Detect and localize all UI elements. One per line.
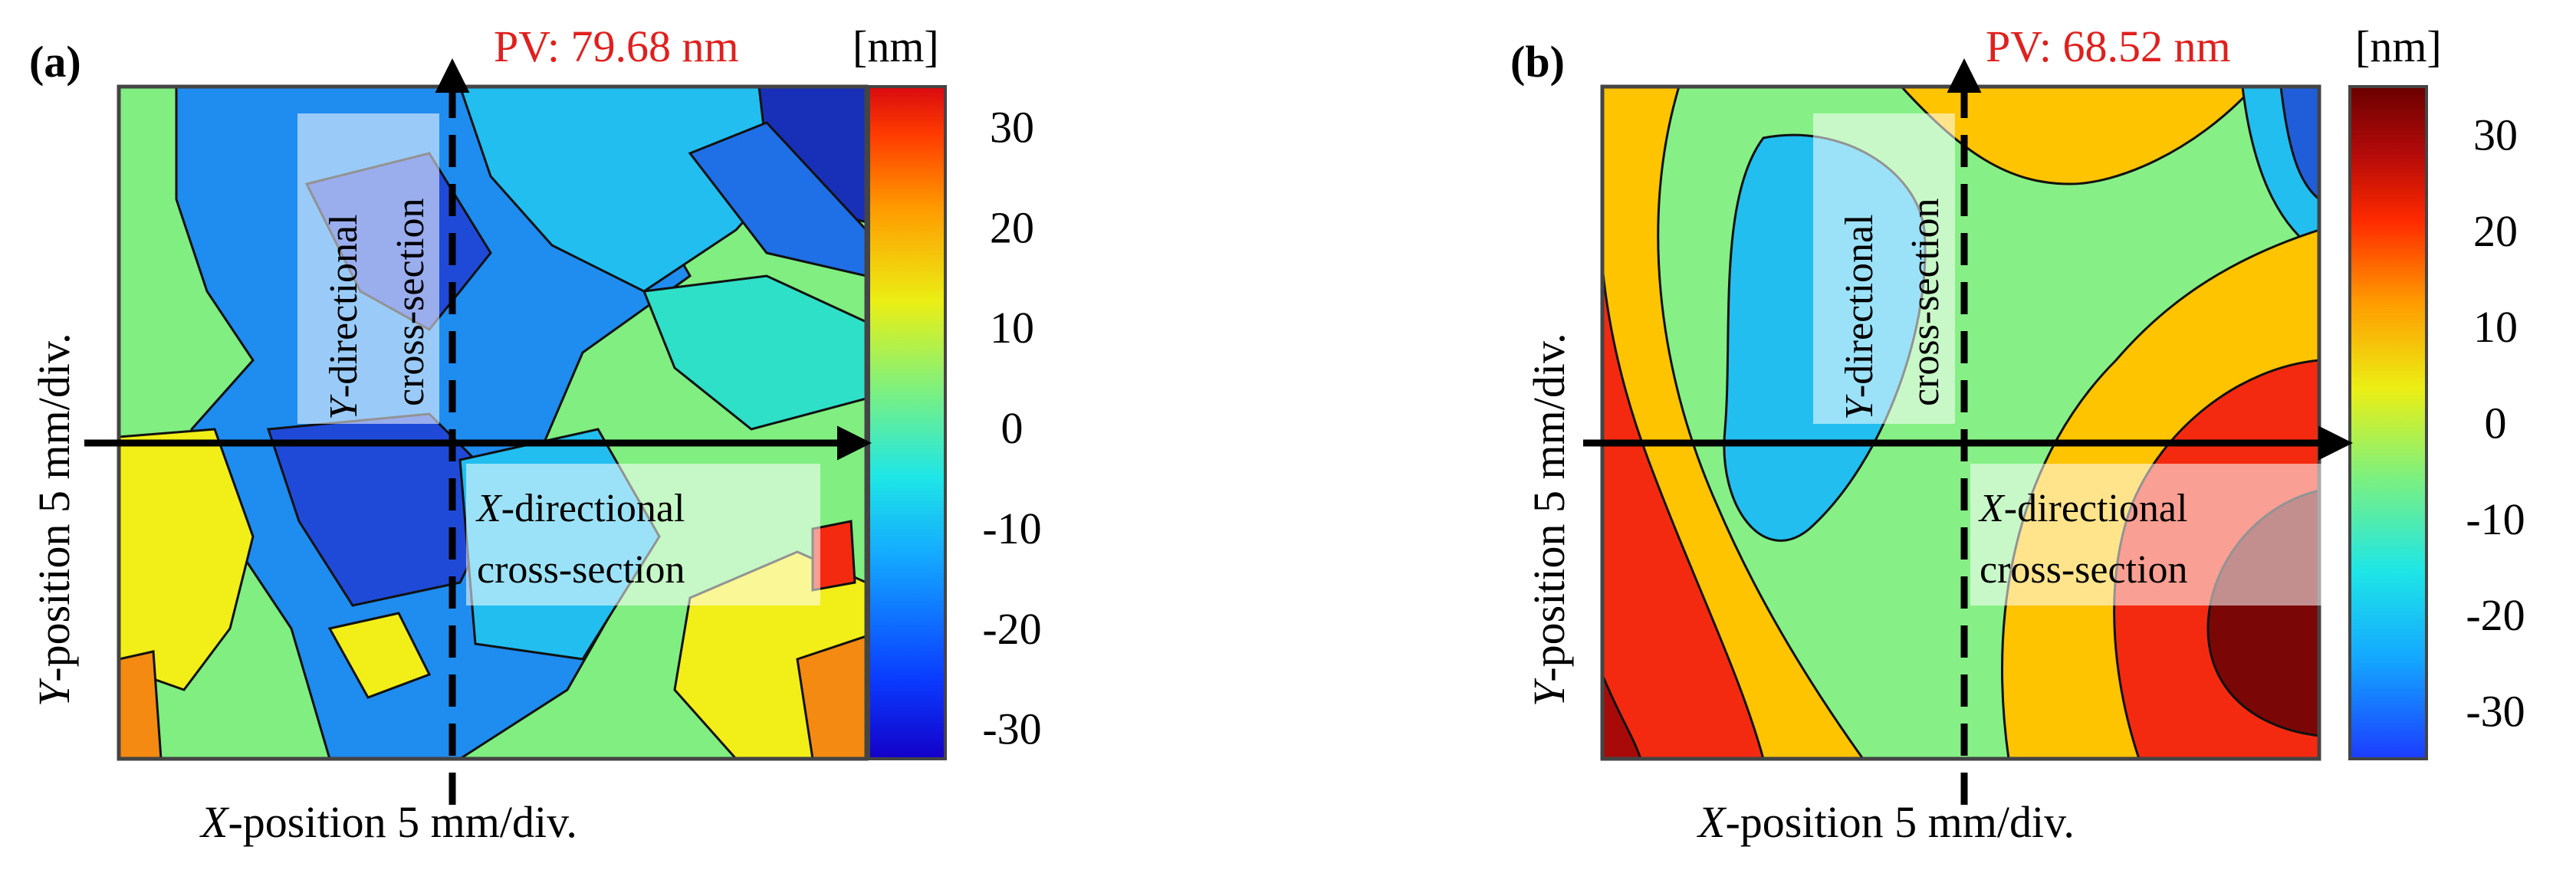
panel-a-colorbar-tick-label: -30 — [982, 704, 1041, 754]
panel-a-y-annotation-line2: cross-section — [389, 199, 432, 406]
panel-a-region-yellow-center — [327, 612, 432, 699]
panel-b-x-axis-label: X-position 5 mm/div. — [1697, 797, 2075, 847]
panel-b-colorbar-tick-label: -30 — [2466, 686, 2525, 736]
panel-b-y-annotation-box — [1813, 113, 1955, 424]
panel-b-colorbar-tick-label: 20 — [2473, 206, 2518, 256]
panel-a-x-annotation-box — [466, 464, 820, 606]
panel-a-colorbar-tick-label: 20 — [990, 202, 1034, 252]
panel-a-colorbar-tick-label: -10 — [982, 504, 1041, 553]
panel-b-y-axis-label: Y-position 5 mm/div. — [1524, 333, 1574, 707]
panel-a-x-annotation-line2: cross-section — [477, 548, 685, 592]
panel-a-colorbar-tick-label: 10 — [990, 303, 1034, 353]
panel-b-colorbar-tick-label: 0 — [2485, 399, 2507, 448]
panel-b-colorbar — [2348, 85, 2428, 760]
panel-a-unit-label: [nm] — [853, 21, 939, 71]
panel-b: (b) PV: 68.52 nm [nm] 30 20 10 0 -10 -20 -30 — [1510, 21, 2525, 847]
panel-a-frame — [117, 84, 869, 761]
panel-a-y-annotation-box — [297, 113, 439, 424]
panel-a-colorbar — [867, 85, 947, 760]
panel-a-colorbar-tick-label: -20 — [982, 604, 1041, 654]
panel-b-colorbar-ticks: 30 20 10 0 -10 -20 -30 — [2466, 110, 2525, 737]
panel-b-y-annotation-line2: cross-section — [1904, 199, 1947, 406]
panel-a-x-annotation-line1: X-directional — [475, 487, 685, 530]
panel-b-colorbar-tick-label: -10 — [2466, 494, 2525, 544]
panel-a-colorbar-tick-label: 0 — [1001, 403, 1024, 453]
panel-a: (a) PV: 79.68 nm [nm] 30 20 10 0 -10 -20 -30 — [29, 21, 1042, 847]
panel-b-colorbar-tick-label: 30 — [2473, 110, 2518, 160]
panel-a-x-axis-label: X-position 5 mm/div. — [199, 797, 577, 847]
panel-b-colorbar-tick-label: -20 — [2466, 590, 2525, 640]
panel-b-x-annotation-line1: X-directional — [1978, 487, 2187, 530]
panel-b-y-annotation-line1: Y-directional — [1838, 214, 1881, 420]
panel-b-region-left-red — [1602, 169, 1765, 759]
panel-a-colorbar-tick-label: 30 — [990, 102, 1034, 152]
panel-a-region-yellow-left — [119, 428, 255, 691]
panel-a-colorbar-ticks: 30 20 10 0 -10 -20 -30 — [982, 102, 1041, 753]
panel-b-pv-label: PV: 68.52 nm — [1986, 21, 2231, 71]
panel-a-y-annotation-line1: Y-directional — [322, 214, 366, 420]
panel-b-label: (b) — [1510, 37, 1565, 87]
panel-a-y-axis-label: Y-position 5 mm/div. — [29, 333, 79, 707]
panel-b-contour-map — [1602, 87, 2319, 759]
panel-a-region-orange-bottom-right — [796, 635, 866, 759]
panel-b-region-top-gold — [1899, 87, 2256, 185]
panel-a-region-blue-right — [688, 121, 866, 277]
panel-a-contour-map — [119, 87, 866, 759]
panel-a-region-orange-bottom-left — [119, 650, 163, 759]
panel-a-label: (a) — [29, 37, 81, 87]
panel-b-unit-label: [nm] — [2355, 21, 2442, 71]
panel-b-x-annotation-line2: cross-section — [1980, 548, 2187, 592]
panel-b-colorbar-tick-label: 10 — [2473, 302, 2518, 352]
panel-a-region-teal-right — [642, 274, 866, 431]
panel-a-pv-label: PV: 79.68 nm — [494, 21, 739, 71]
panel-b-x-annotation-box — [1970, 464, 2325, 606]
